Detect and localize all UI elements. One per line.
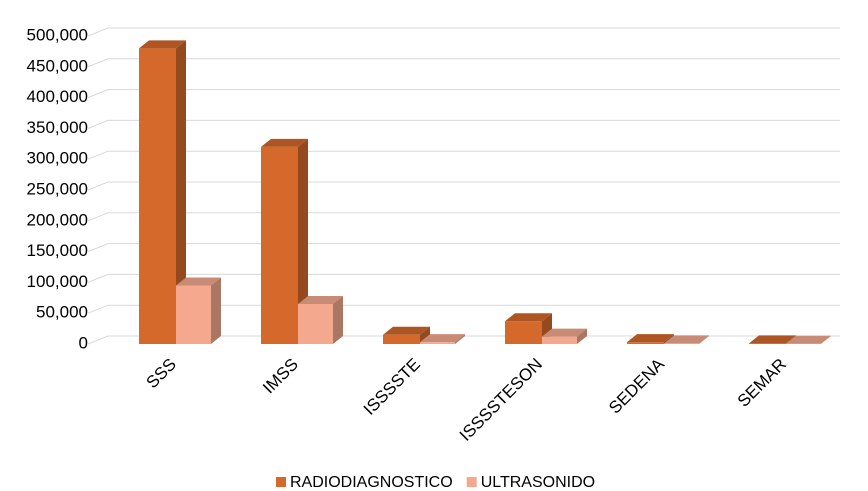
y-tick-label: 450,000 xyxy=(27,56,88,75)
y-tick-label: 500,000 xyxy=(27,25,88,44)
bar-side xyxy=(420,326,430,344)
bar xyxy=(383,334,420,344)
bar-side xyxy=(699,335,709,344)
bar xyxy=(627,342,664,344)
legend-swatch xyxy=(276,477,286,487)
y-tick-label: 200,000 xyxy=(27,210,88,229)
bar xyxy=(420,342,455,344)
bar-side xyxy=(821,335,831,344)
bar-side xyxy=(333,295,343,344)
y-tick-label: 300,000 xyxy=(27,149,88,168)
bar xyxy=(505,321,542,344)
x-tick-label: SSS xyxy=(143,355,180,392)
bar-top xyxy=(420,334,465,343)
bar-side xyxy=(211,277,221,344)
legend-label: ULTRASONIDO xyxy=(481,474,595,491)
bar-top xyxy=(383,326,430,335)
grid-line xyxy=(87,304,840,314)
bar xyxy=(176,285,211,344)
bar-top xyxy=(664,335,709,344)
grid-line xyxy=(87,27,840,37)
grid-line xyxy=(87,273,840,283)
y-tick-label: 350,000 xyxy=(27,118,88,137)
grid-line xyxy=(87,243,840,253)
x-tick-label: IMSS xyxy=(259,355,302,398)
y-tick-label: 250,000 xyxy=(27,179,88,198)
bar xyxy=(261,146,298,344)
bar-top xyxy=(542,328,587,337)
legend-label: RADIODIAGNOSTICO xyxy=(290,474,453,491)
grid-line xyxy=(87,89,840,99)
bar-top xyxy=(298,295,343,304)
bar-side xyxy=(455,334,465,344)
bar xyxy=(542,336,577,344)
bar-top xyxy=(261,138,308,147)
bar-top xyxy=(505,313,552,322)
bar xyxy=(664,343,699,344)
x-tick-label: SEDENA xyxy=(605,354,668,417)
bar-top xyxy=(749,335,796,344)
x-tick-label: ISSSSTESON xyxy=(456,355,546,445)
bar-side xyxy=(577,328,587,344)
grid-line xyxy=(87,58,840,68)
bar-top xyxy=(139,40,186,49)
legend-swatch xyxy=(466,477,477,487)
y-tick-label: 400,000 xyxy=(27,87,88,106)
y-tick-label: 50,000 xyxy=(36,303,88,322)
bar xyxy=(139,48,176,344)
bar-top xyxy=(627,334,674,343)
y-tick-label: 0 xyxy=(79,333,88,352)
grid-line xyxy=(87,212,840,222)
bar-top xyxy=(176,277,221,286)
x-tick-label: ISSSSTE xyxy=(360,355,424,419)
grid-line xyxy=(87,150,840,160)
bar-side xyxy=(298,138,308,344)
bar xyxy=(749,343,786,344)
x-tick-label: SEMAR xyxy=(734,355,790,411)
y-tick-label: 100,000 xyxy=(27,272,88,291)
grid-line xyxy=(87,335,840,345)
bar-top xyxy=(786,335,831,344)
bar-side xyxy=(176,40,186,344)
grid-line xyxy=(87,119,840,129)
grid-line xyxy=(87,181,840,191)
y-tick-label: 150,000 xyxy=(27,241,88,260)
bar xyxy=(298,303,333,344)
